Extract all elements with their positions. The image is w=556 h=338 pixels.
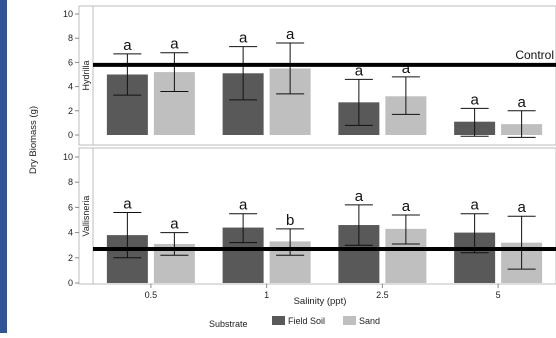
- significance-label: a: [402, 198, 411, 215]
- significance-label: a: [170, 36, 179, 53]
- x-axis-title: Salinity (ppt): [294, 296, 347, 307]
- legend: Field Soil Sand: [272, 316, 380, 326]
- y-tick-label: 4: [68, 82, 73, 92]
- x-tick-label: 2.5: [376, 290, 389, 300]
- legend-title: Substrate: [209, 319, 248, 329]
- y-tick-label: 10: [63, 9, 73, 19]
- significance-label: a: [355, 188, 364, 205]
- panel-label-hydrilla: Hydrilla: [81, 60, 91, 90]
- significance-label: a: [123, 195, 132, 212]
- y-tick-label: 8: [68, 177, 73, 187]
- x-tick-label: 1: [264, 290, 269, 300]
- y-tick-label: 2: [68, 253, 73, 263]
- control-label: Control: [515, 48, 554, 62]
- significance-label: a: [239, 197, 248, 214]
- significance-label: b: [286, 212, 294, 229]
- y-tick-label: 10: [63, 152, 73, 162]
- legend-swatch-sand: [343, 316, 356, 325]
- panel-label-vallisneria: Vallisneria: [81, 196, 91, 237]
- y-tick-label: 0: [68, 130, 73, 140]
- y-tick-label: 2: [68, 106, 73, 116]
- significance-label: a: [517, 199, 526, 216]
- y-tick-label: 6: [68, 57, 73, 67]
- y-axis-title: Dry Biomass (g): [28, 106, 39, 174]
- legend-entry: Field Soil: [288, 316, 325, 326]
- significance-label: a: [170, 216, 179, 233]
- y-tick-label: 4: [68, 228, 73, 238]
- significance-label: a: [517, 94, 526, 111]
- left-accent-bar: [0, 0, 7, 333]
- legend-entry: Sand: [359, 316, 380, 326]
- significance-label: a: [355, 62, 364, 79]
- significance-label: a: [239, 30, 248, 47]
- significance-label: a: [123, 37, 132, 54]
- y-tick-label: 6: [68, 202, 73, 212]
- significance-label: a: [470, 91, 479, 108]
- legend-swatch-field-soil: [272, 316, 285, 325]
- significance-label: a: [470, 197, 479, 214]
- y-tick-label: 0: [68, 278, 73, 288]
- significance-label: a: [402, 60, 411, 77]
- x-tick-label: 0.5: [145, 290, 158, 300]
- y-tick-label: 8: [68, 33, 73, 43]
- x-tick-label: 5: [496, 290, 501, 300]
- significance-label: a: [286, 26, 295, 43]
